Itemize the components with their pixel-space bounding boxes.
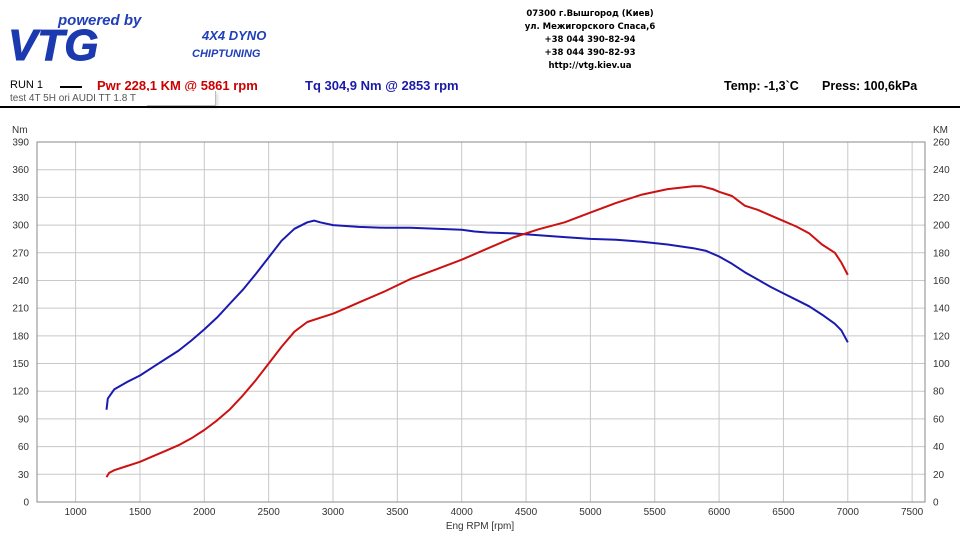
y-left-tick-label: 90 bbox=[18, 414, 30, 425]
right-axis-unit: KM bbox=[933, 125, 948, 136]
contact-website: http://vtg.kiev.ua bbox=[548, 61, 632, 71]
x-tick-label: 5500 bbox=[644, 507, 667, 518]
left-axis-unit: Nm bbox=[12, 125, 28, 136]
torque-peak-label: Tq 304,9 Nm @ 2853 rpm bbox=[305, 78, 459, 93]
power-peak-label: Pwr 228,1 KM @ 5861 rpm bbox=[97, 78, 258, 93]
y-right-tick-label: 120 bbox=[933, 331, 950, 342]
logo-line1: 4X4 DYNO bbox=[201, 28, 266, 43]
x-tick-label: 3500 bbox=[386, 507, 409, 518]
y-left-tick-label: 60 bbox=[18, 442, 30, 453]
dyno-chart: Nm KM Eng RPM [rpm] 1000 1500 2000 2500 3000… bbox=[12, 125, 950, 532]
torque-curve bbox=[105, 219, 849, 410]
y-right-tick-label: 0 bbox=[933, 498, 939, 509]
chart-grid bbox=[37, 142, 925, 502]
y-left-tick-label: 300 bbox=[12, 221, 29, 232]
contact-phone-1: +38 044 390-82-94 bbox=[544, 35, 636, 45]
y-right-tick-label: 20 bbox=[933, 470, 945, 481]
y-left-tick-label: 210 bbox=[12, 304, 29, 315]
y-right-tick-label: 220 bbox=[933, 193, 950, 204]
y-left-tick-label: 330 bbox=[12, 193, 29, 204]
run-label: RUN 1 bbox=[10, 79, 44, 91]
x-axis-label: Eng RPM [rpm] bbox=[446, 521, 515, 532]
x-tick-label: 7500 bbox=[901, 507, 924, 518]
plot-frame bbox=[36, 141, 926, 503]
y-left-tick-label: 360 bbox=[12, 165, 29, 176]
y-right-tick-label: 160 bbox=[933, 276, 950, 287]
logo-mark: VTG bbox=[8, 21, 98, 70]
y-left-tick-label: 150 bbox=[12, 359, 29, 370]
x-tick-label: 1500 bbox=[129, 507, 152, 518]
x-tick-label: 2000 bbox=[193, 507, 216, 518]
y-right-tick-label: 60 bbox=[933, 414, 945, 425]
x-tick-label: 7000 bbox=[837, 507, 860, 518]
temperature-readout: Temp: -1,3`C bbox=[724, 79, 799, 93]
run-legend-line bbox=[60, 86, 82, 88]
x-tick-label: 4500 bbox=[515, 507, 538, 518]
vtg-logo: powered by VTG 4X4 DYNO CHIPTUNING bbox=[8, 12, 267, 70]
x-tick-label: 3000 bbox=[322, 507, 345, 518]
y-left-tick-label: 120 bbox=[12, 387, 29, 398]
y-left-tick-label: 240 bbox=[12, 276, 29, 287]
test-description: test 4T 5H ori AUDI TT 1.8 T bbox=[10, 93, 136, 104]
chart-series bbox=[105, 185, 849, 478]
power-curve bbox=[105, 185, 849, 478]
tooltip-box bbox=[147, 91, 216, 106]
y-left-tick-label: 0 bbox=[23, 498, 29, 509]
axis-ticks: 1000 1500 2000 2500 3000 3500 4000 4500 5000 5500… bbox=[12, 138, 950, 519]
y-right-tick-label: 80 bbox=[933, 387, 945, 398]
y-right-tick-label: 260 bbox=[933, 138, 950, 149]
y-right-tick-label: 140 bbox=[933, 304, 950, 315]
contact-phone-2: +38 044 390-82-93 bbox=[544, 48, 636, 58]
logo-tagline: powered by bbox=[57, 12, 142, 29]
contact-address-city: 07300 г.Вышгород (Киев) bbox=[526, 9, 654, 19]
pressure-readout: Press: 100,6kPa bbox=[822, 79, 918, 93]
y-left-tick-label: 390 bbox=[12, 138, 29, 149]
y-right-tick-label: 100 bbox=[933, 359, 950, 370]
x-tick-label: 5000 bbox=[579, 507, 602, 518]
y-right-tick-label: 200 bbox=[933, 221, 950, 232]
y-left-tick-label: 180 bbox=[12, 331, 29, 342]
header-divider bbox=[0, 106, 960, 108]
y-right-tick-label: 40 bbox=[933, 442, 945, 453]
x-tick-label: 6000 bbox=[708, 507, 731, 518]
x-tick-label: 4000 bbox=[451, 507, 474, 518]
y-right-tick-label: 240 bbox=[933, 165, 950, 176]
y-left-tick-label: 30 bbox=[18, 470, 30, 481]
logo-line2: CHIPTUNING bbox=[192, 48, 261, 60]
y-right-tick-label: 180 bbox=[933, 248, 950, 259]
x-tick-label: 6500 bbox=[772, 507, 795, 518]
y-left-tick-label: 270 bbox=[12, 248, 29, 259]
contact-address-street: ул. Межигорского Спаса,6 bbox=[524, 22, 656, 32]
x-tick-label: 1000 bbox=[64, 507, 87, 518]
x-tick-label: 2500 bbox=[258, 507, 281, 518]
